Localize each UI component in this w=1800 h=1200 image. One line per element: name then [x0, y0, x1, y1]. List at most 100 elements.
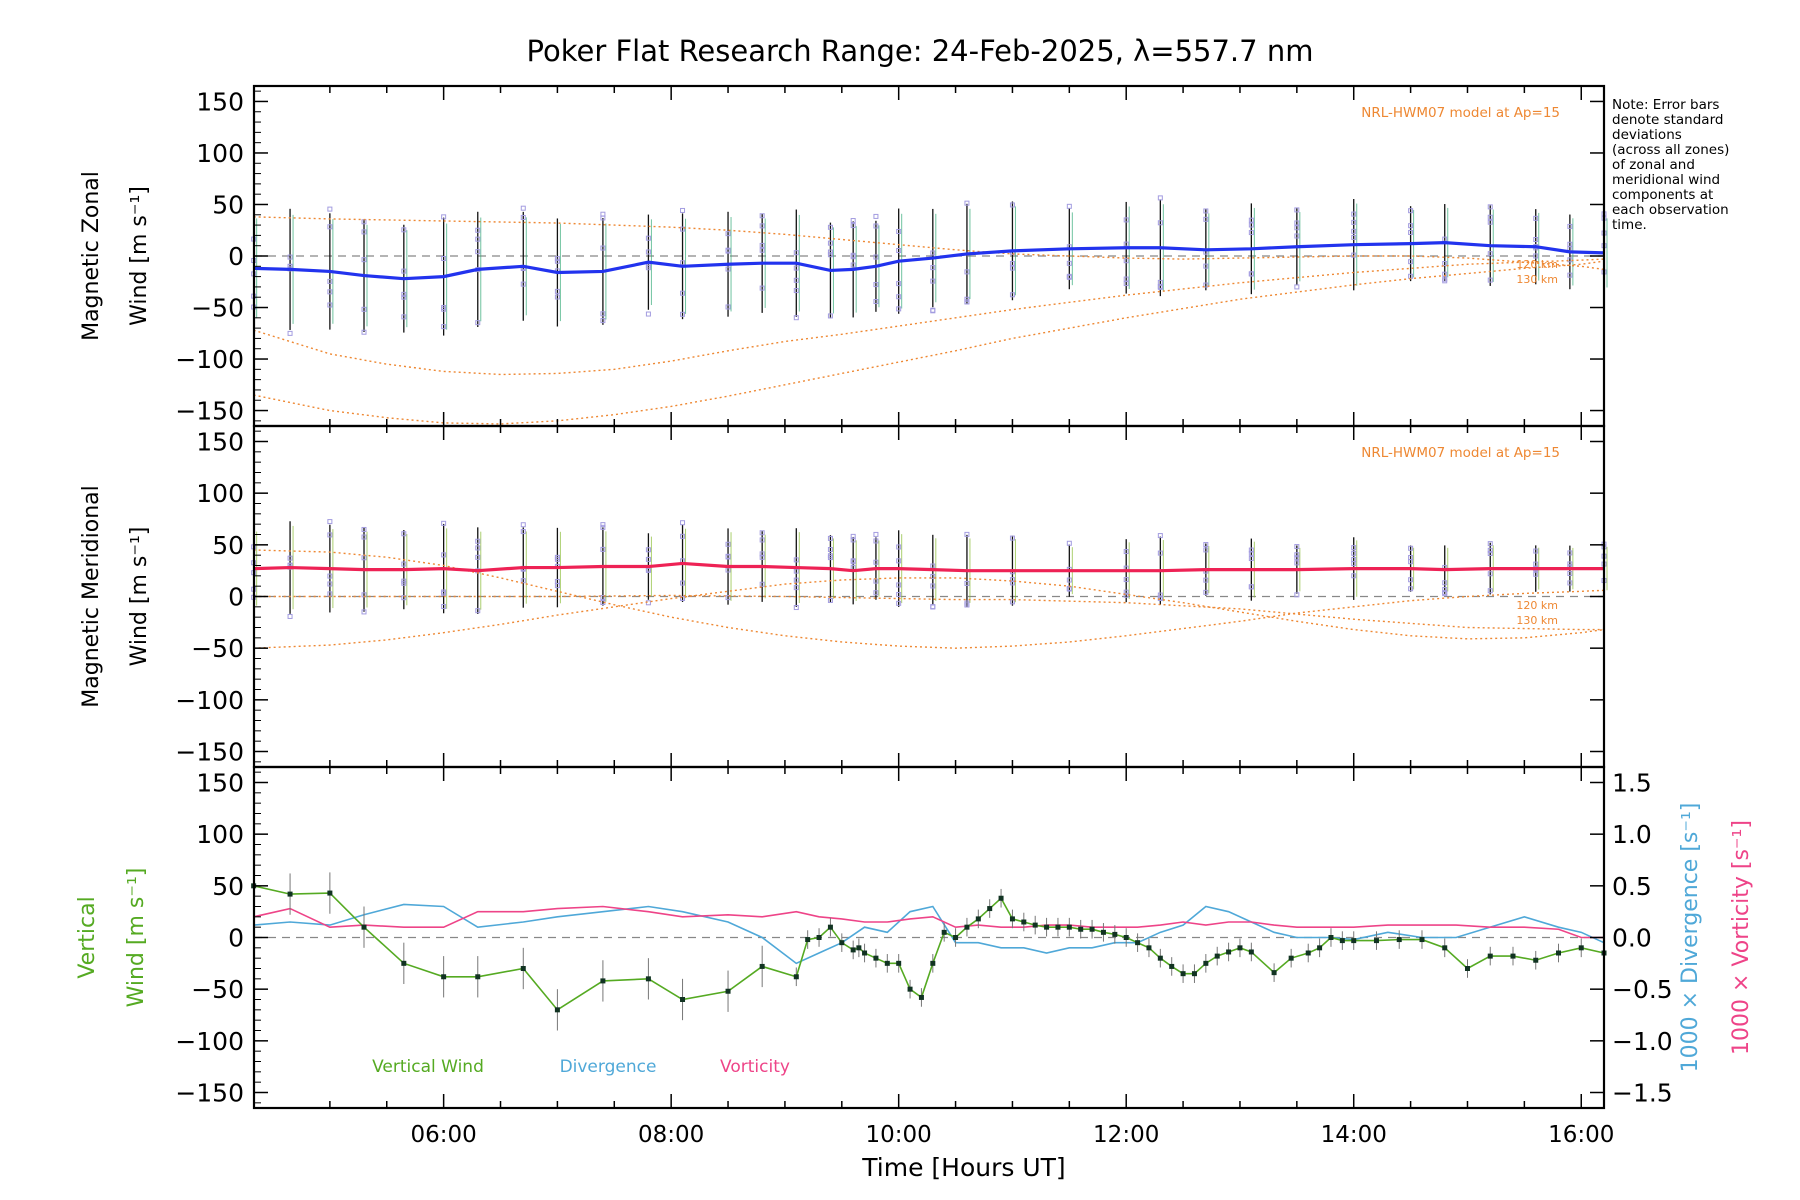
zone-point: [896, 558, 902, 564]
vertical-wind-point: [554, 1007, 560, 1013]
x-tick-label: 14:00: [1321, 1122, 1387, 1148]
vertical-wind-point: [998, 895, 1004, 901]
zone-point: [645, 556, 651, 562]
vertical-wind-point: [987, 906, 993, 912]
x-tick-label: 10:00: [866, 1122, 932, 1148]
vertical-wind-point: [1351, 938, 1357, 944]
zone-point: [401, 531, 407, 537]
zone-point: [1157, 592, 1163, 598]
panel-frame: [252, 765, 1606, 1110]
zone-point: [680, 595, 686, 601]
legend-entry: Divergence: [560, 1057, 657, 1077]
y-tick-label: −150: [175, 1079, 244, 1108]
y-tick-label: −100: [175, 686, 244, 715]
zone-point: [1487, 571, 1493, 577]
zone-scatter: [251, 195, 1608, 336]
vertical-wind-point: [1123, 935, 1129, 940]
zone-point: [520, 205, 526, 211]
y-axis-label-line1-text: Magnetic Meridional: [79, 485, 104, 707]
zone-point: [793, 577, 799, 583]
zone-point: [1294, 544, 1300, 550]
zone-point: [441, 324, 447, 330]
y-axis-label-line2-text: Wind [m s⁻¹]: [127, 186, 152, 326]
note-line: denote standard: [1612, 112, 1723, 128]
zone-point: [441, 603, 447, 609]
zone-point: [1351, 211, 1357, 217]
vertical-wind-point: [793, 974, 799, 980]
zone-point: [401, 578, 407, 584]
zone-point: [1203, 547, 1209, 553]
y-tick-label: 0: [228, 924, 244, 953]
zone-point: [1487, 547, 1493, 553]
zone-point: [475, 249, 481, 255]
zone-point: [759, 242, 765, 248]
zone-point: [1294, 207, 1300, 213]
zone-point: [680, 580, 686, 586]
y-tick-label: −50: [191, 634, 244, 663]
x-tick-label: 12:00: [1093, 1122, 1159, 1148]
zone-point: [327, 532, 333, 538]
zone-point: [827, 546, 833, 552]
zone-point: [725, 231, 731, 237]
zone-point: [964, 200, 970, 206]
zone-point: [1442, 591, 1448, 597]
legend-entry: Vorticity: [720, 1057, 790, 1077]
vertical-wind-point: [930, 960, 936, 966]
note-line: (across all zones): [1612, 142, 1729, 158]
vertical-wind-point: [856, 945, 862, 951]
zone-point: [1294, 225, 1300, 231]
note-line: components at: [1612, 187, 1713, 203]
zone-point: [1009, 580, 1015, 586]
x-tick-label: 06:00: [410, 1122, 476, 1148]
vertical-wind-point: [1328, 935, 1334, 940]
vertical-wind-point: [907, 986, 913, 992]
zone-point: [327, 224, 333, 230]
model-curve-2: [253, 258, 1605, 376]
vertical-wind-point: [1226, 949, 1232, 955]
zone-point: [1294, 284, 1300, 290]
zone-point: [680, 533, 686, 539]
zone-point: [1294, 220, 1300, 226]
zone-point: [600, 595, 606, 601]
model-curve-2: [253, 577, 1605, 649]
zone-point: [1408, 559, 1414, 565]
chart-panel-3: Vertical Wind Divergence Vorticity Vertical…: [75, 765, 1754, 1182]
y-axis-label-line2-text: Wind [m s⁻¹]: [124, 868, 149, 1008]
zone-point: [1009, 260, 1015, 266]
y-axis-label-line1-text: Magnetic Zonal: [79, 171, 104, 341]
zone-point: [1442, 260, 1448, 266]
model-curve-3: [253, 260, 1605, 425]
zone-point: [645, 547, 651, 553]
zone-point: [896, 592, 902, 598]
x-axis-label: Time [Hours UT]: [861, 1153, 1065, 1182]
zone-point: [930, 265, 936, 271]
zone-point: [1123, 217, 1129, 223]
zone-point: [930, 307, 936, 313]
zone-point: [725, 304, 731, 310]
zone-point: [554, 288, 560, 294]
model-alt-label-120: 120 km: [1516, 258, 1558, 271]
zone-point: [1294, 552, 1300, 558]
zone-point: [827, 252, 833, 258]
legend-entry: Vertical Wind: [372, 1057, 484, 1077]
zone-point: [1408, 586, 1414, 592]
zone-point: [1533, 236, 1539, 242]
zone-point: [1294, 592, 1300, 598]
zone-point: [327, 278, 333, 284]
zone-point: [361, 329, 367, 335]
zone-point: [759, 247, 765, 253]
vertical-wind-point: [1487, 953, 1493, 959]
zone-point: [725, 554, 731, 560]
zone-point: [896, 228, 902, 234]
zone-point: [850, 218, 856, 224]
y-tick-label: −150: [175, 738, 244, 767]
zone-point: [1567, 570, 1573, 576]
zone-point: [327, 573, 333, 579]
vertical-wind-point: [1089, 926, 1095, 932]
vertical-wind-point: [759, 963, 765, 969]
y-axis-label-line1: Vertical: [75, 896, 100, 978]
y-tick-label: 100: [196, 820, 244, 849]
vertical-wind-point: [1305, 950, 1311, 956]
y-tick-label: −100: [175, 1027, 244, 1056]
